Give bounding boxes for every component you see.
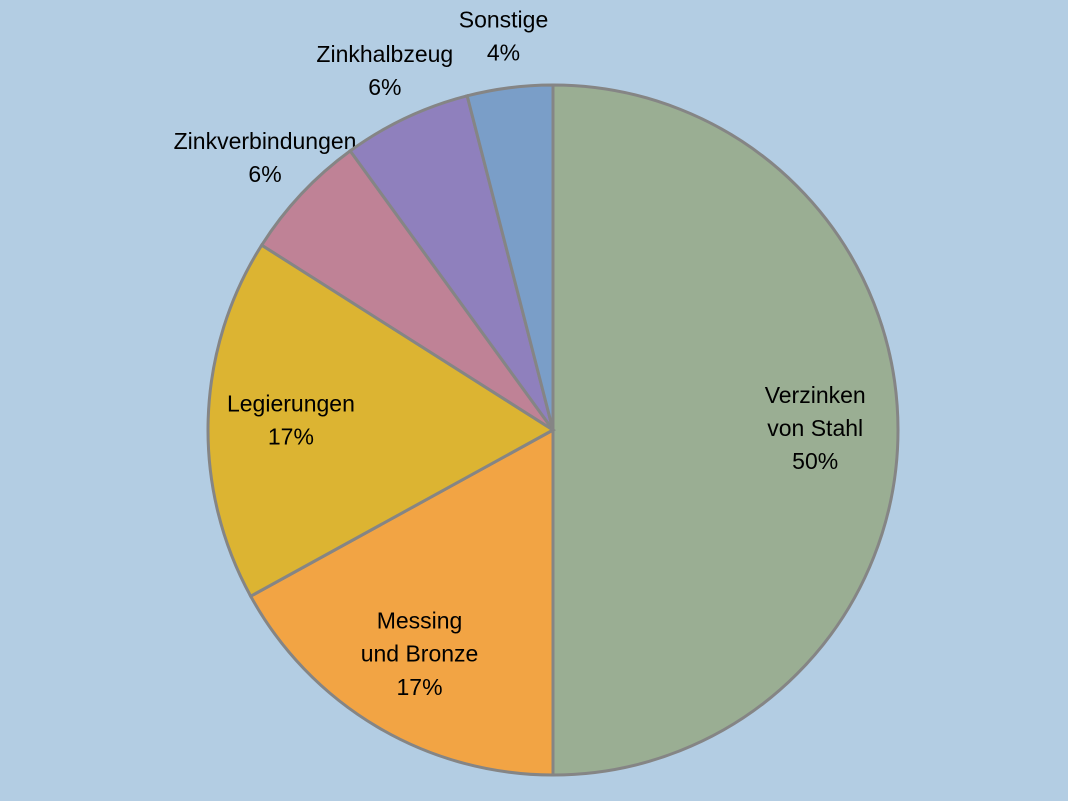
- value-label: 6%: [368, 74, 401, 100]
- slice-label: Verzinken von Stahl: [765, 382, 866, 441]
- pie-slice: [206, 243, 556, 599]
- value-label: 17%: [268, 423, 314, 449]
- slice-label: Messing und Bronze: [361, 608, 479, 667]
- pie-slice: [259, 148, 555, 432]
- slice-label: Sonstige: [459, 7, 549, 33]
- pie-slice: [348, 94, 555, 431]
- pie-slice: [465, 83, 555, 431]
- value-label: 6%: [248, 161, 281, 187]
- value-label: 4%: [487, 40, 520, 66]
- pie-slice: [551, 83, 900, 777]
- value-label: 50%: [792, 448, 838, 474]
- slice-label: Zinkverbindungen: [174, 128, 357, 154]
- slice-label: Zinkhalbzeug: [316, 41, 453, 67]
- pie-slice: [248, 427, 555, 777]
- value-label: 17%: [397, 674, 443, 700]
- slice-label: Legierungen: [227, 390, 355, 416]
